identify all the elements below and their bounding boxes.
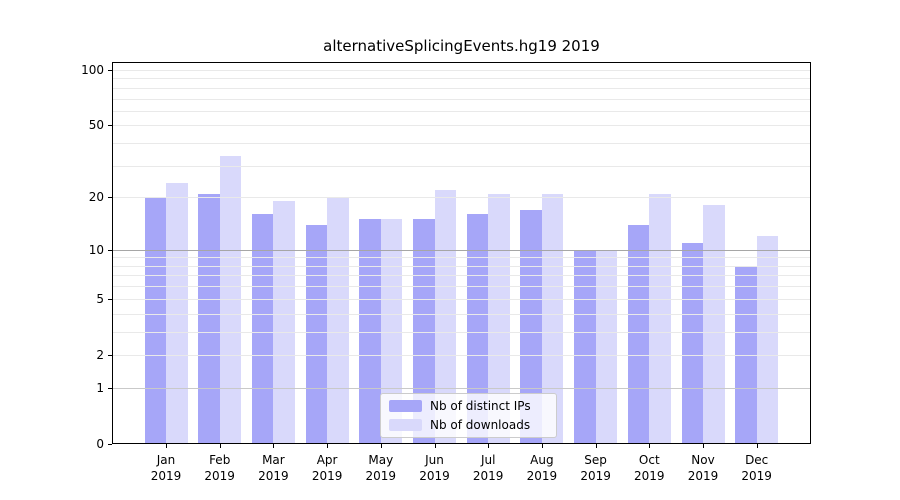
gridline-50: [112, 125, 811, 127]
gridline-60: [112, 110, 811, 112]
gridline-3: [112, 331, 811, 333]
y-tick-mark-2: [108, 354, 112, 356]
x-tick-mark-jul-2019: [488, 444, 490, 448]
bar-nb-of-downloads-nov-2019: [703, 205, 725, 444]
legend-item-nb-of-distinct-ips: Nb of distinct IPs: [389, 398, 548, 414]
x-tick-mark-sep-2019: [595, 444, 597, 448]
gridline-6: [112, 286, 811, 288]
bar-nb-of-distinct-ips-nov-2019: [681, 242, 703, 444]
x-tick-label-jun-2019: Jun 2019: [419, 453, 450, 483]
bar-nb-of-downloads-jul-2019: [488, 193, 510, 444]
y-tick-mark-20: [108, 197, 112, 199]
x-tick-mark-feb-2019: [219, 444, 221, 448]
gridline-100: [112, 69, 811, 71]
legend-label-nb-of-distinct-ips: Nb of distinct IPs: [430, 399, 531, 413]
bar-nb-of-downloads-dec-2019: [756, 236, 779, 444]
bar-nb-of-downloads-jun-2019: [434, 189, 456, 444]
bar-nb-of-distinct-ips-jan-2019: [144, 197, 166, 444]
legend-swatch-nb-of-downloads: [389, 419, 422, 431]
y-tick-label-50: 50: [88, 118, 104, 133]
x-tick-label-aug-2019: Aug 2019: [526, 453, 558, 483]
gridline-4: [112, 313, 811, 315]
bar-nb-of-distinct-ips-oct-2019: [627, 224, 650, 444]
x-tick-mark-jan-2019: [166, 444, 167, 448]
bar-nb-of-downloads-mar-2019: [273, 201, 295, 444]
x-tick-label-sep-2019: Sep 2019: [580, 453, 611, 483]
gridline-9: [112, 257, 811, 259]
gridline-7: [112, 275, 811, 277]
bar-nb-of-distinct-ips-aug-2019: [520, 209, 542, 444]
y-tick-label-100: 100: [81, 62, 104, 77]
x-tick-mark-mar-2019: [273, 444, 275, 448]
y-tick-mark-100: [108, 69, 112, 71]
x-tick-mark-nov-2019: [703, 444, 704, 448]
bar-nb-of-distinct-ips-jul-2019: [466, 214, 489, 444]
bar-nb-of-downloads-aug-2019: [541, 193, 564, 444]
x-tick-label-nov-2019: Nov 2019: [687, 453, 719, 483]
gridline-10: [112, 249, 811, 251]
y-tick-mark-50: [108, 125, 112, 127]
legend: Nb of distinct IPs Nb of downloads: [380, 393, 557, 438]
y-tick-label-1: 1: [96, 380, 104, 395]
bar-nb-of-distinct-ips-feb-2019: [198, 193, 220, 444]
legend-item-nb-of-downloads: Nb of downloads: [389, 417, 548, 433]
gridline-2: [112, 354, 811, 356]
bar-nb-of-downloads-sep-2019: [595, 249, 618, 444]
y-tick-mark-10: [108, 249, 112, 251]
x-tick-label-may-2019: May 2019: [365, 453, 397, 483]
y-tick-label-10: 10: [88, 242, 104, 257]
gridline-5: [112, 298, 811, 300]
gridline-80: [112, 87, 811, 89]
y-tick-label-2: 2: [96, 347, 104, 362]
y-tick-label-20: 20: [88, 190, 104, 205]
gridline-90: [112, 78, 811, 80]
x-tick-label-mar-2019: Mar 2019: [258, 453, 289, 483]
y-tick-label-5: 5: [96, 291, 104, 306]
bar-nb-of-downloads-apr-2019: [327, 197, 349, 444]
bar-nb-of-distinct-ips-mar-2019: [251, 214, 274, 444]
x-tick-mark-dec-2019: [756, 444, 758, 448]
bar-nb-of-distinct-ips-dec-2019: [735, 265, 757, 444]
x-tick-label-oct-2019: Oct 2019: [634, 453, 665, 483]
x-tick-mark-jun-2019: [434, 444, 436, 448]
chart-title: alternativeSplicingEvents.hg19 2019: [323, 37, 600, 55]
bar-nb-of-distinct-ips-sep-2019: [574, 249, 596, 444]
gridline-1: [112, 387, 811, 389]
gridline-70: [112, 98, 811, 100]
x-tick-mark-oct-2019: [649, 444, 651, 448]
bar-nb-of-downloads-feb-2019: [219, 155, 242, 444]
x-tick-label-apr-2019: Apr 2019: [311, 453, 343, 483]
y-tick-mark-5: [108, 298, 112, 300]
plot-area: [112, 62, 811, 444]
bar-nb-of-downloads-oct-2019: [649, 193, 671, 444]
y-tick-mark-1: [108, 387, 112, 389]
x-tick-label-jan-2019: Jan 2019: [150, 453, 182, 483]
legend-swatch-nb-of-distinct-ips: [389, 400, 422, 412]
gridline-40: [112, 143, 811, 145]
x-tick-mark-aug-2019: [541, 444, 543, 448]
gridline-30: [112, 165, 811, 167]
x-tick-label-dec-2019: Dec 2019: [741, 453, 772, 483]
y-tick-label-0: 0: [96, 437, 104, 451]
bar-nb-of-distinct-ips-apr-2019: [305, 224, 328, 444]
x-tick-label-feb-2019: Feb 2019: [204, 453, 235, 483]
x-tick-mark-may-2019: [380, 444, 382, 448]
x-tick-mark-apr-2019: [327, 444, 329, 448]
y-tick-mark-0: [108, 444, 112, 445]
gridline-8: [112, 265, 811, 267]
x-tick-label-jul-2019: Jul 2019: [472, 453, 504, 483]
legend-label-nb-of-downloads: Nb of downloads: [430, 418, 531, 432]
gridline-20: [112, 197, 811, 199]
